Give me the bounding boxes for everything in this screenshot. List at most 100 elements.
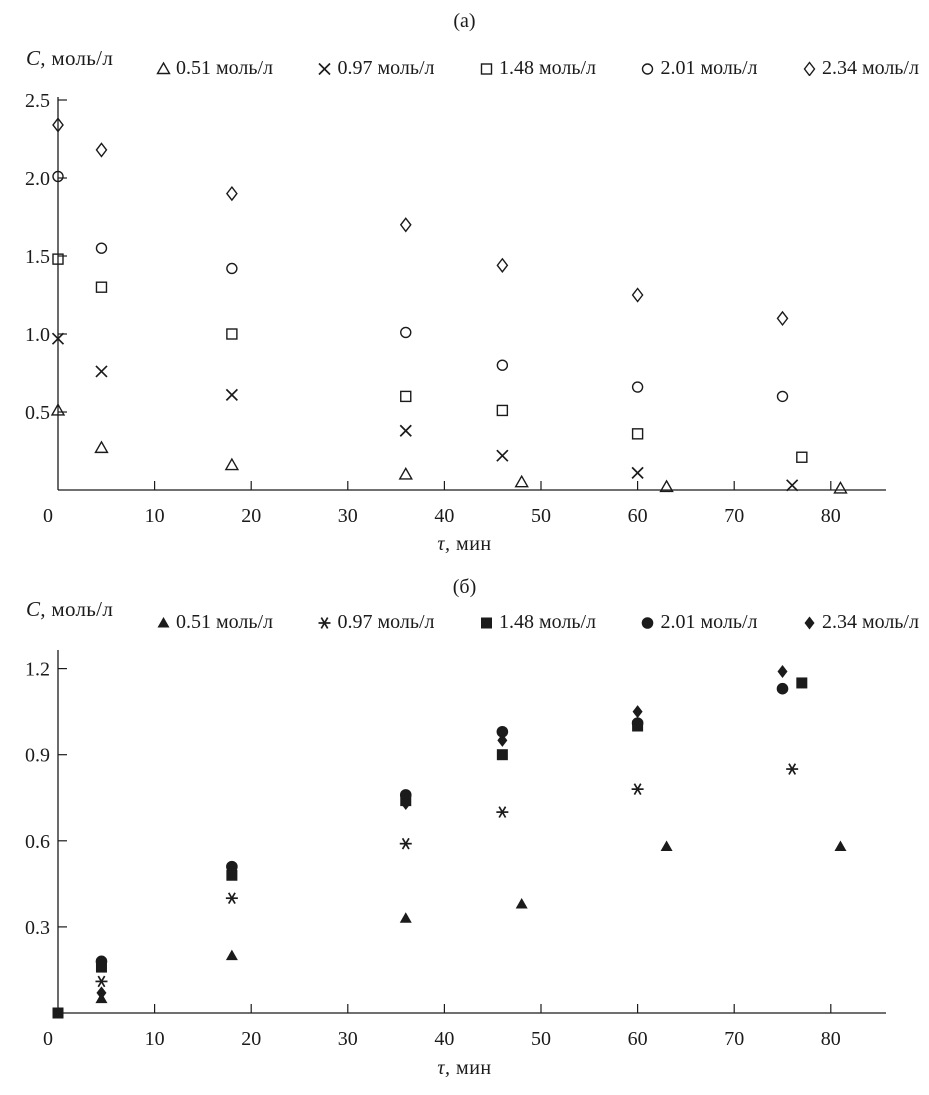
y-tick-label: 0.5 <box>25 402 50 424</box>
panel-b-title: (б) <box>452 576 477 598</box>
triangle-open-icon <box>156 61 171 75</box>
data-point-diamond-open <box>399 217 412 233</box>
legend-label: 2.01 моль/л <box>660 57 758 79</box>
data-point-circle-filled <box>399 789 412 801</box>
data-point-x <box>95 365 108 378</box>
legend-item: 1.48 моль/л <box>479 57 596 80</box>
star-stroke <box>321 617 329 629</box>
data-point-triangle-open <box>833 481 848 494</box>
data-point-square-filled <box>796 677 808 689</box>
legend-item: 0.51 моль/л <box>156 611 273 634</box>
x-icon <box>318 62 332 76</box>
data-point-triangle-filled <box>399 912 412 923</box>
legend-item: 2.01 моль/л <box>640 57 757 80</box>
data-point-square-open <box>400 390 412 403</box>
diamond-open-icon <box>803 61 816 76</box>
data-point-diamond-filled <box>777 664 788 678</box>
star-stroke <box>633 783 642 795</box>
y-tick-label: 2.0 <box>25 168 50 190</box>
legend-label: 0.51 моль/л <box>176 57 274 79</box>
x-stroke <box>95 365 108 378</box>
star-icon <box>318 617 331 629</box>
diamond-open-icon <box>803 61 816 76</box>
star-stroke <box>498 806 507 818</box>
panel-a-title: (а) <box>453 10 476 32</box>
panel-a-y-axis-title: C, моль/л <box>26 46 114 70</box>
data-point-circle-open <box>776 390 789 403</box>
legend-item: 1.48 моль/л <box>479 611 596 634</box>
x-tick-label: 60 <box>628 1028 648 1050</box>
diamond-filled-icon <box>804 616 815 630</box>
data-point-x <box>51 332 65 345</box>
data-point-x <box>399 424 412 437</box>
data-point-diamond-open <box>225 185 238 202</box>
x-tick-label: 80 <box>821 505 841 527</box>
star-stroke <box>97 975 106 988</box>
x-tick-label: 10 <box>145 505 165 527</box>
data-point-triangle-open <box>224 457 240 471</box>
triangle-open-icon <box>156 61 171 75</box>
y-tick-label: 1.2 <box>25 659 50 681</box>
star-stroke <box>788 763 797 775</box>
panel-b-y-axis-title: C, моль/л <box>26 597 114 621</box>
data-point-square-open <box>796 451 808 463</box>
data-point-square-filled <box>52 1007 64 1019</box>
data-point-diamond-filled <box>226 863 237 876</box>
x-stroke <box>496 449 509 462</box>
x-tick-label: 20 <box>241 1028 261 1050</box>
x-tick-label: 80 <box>821 1028 841 1050</box>
data-point-square-open <box>52 253 64 265</box>
panel-b-plot: 0 10 20 30 40 50 60 70 80 0.3 0.6 0.9 1.2 <box>25 650 886 1050</box>
data-point-diamond-open <box>631 287 644 303</box>
star-stroke <box>401 837 410 850</box>
data-point-triangle-filled <box>660 840 673 852</box>
x-tick-label: 30 <box>338 1028 358 1050</box>
data-point-circle-open <box>496 359 509 371</box>
x-stroke <box>399 424 412 437</box>
data-point-x <box>786 479 799 492</box>
legend-label: 0.97 моль/л <box>337 611 435 633</box>
legend-item: 0.97 моль/л <box>317 57 435 80</box>
x-tick-label: 50 <box>531 1028 551 1050</box>
star-icon <box>318 617 331 629</box>
data-point-triangle-filled <box>225 949 238 961</box>
legend-item: 0.97 моль/л <box>317 611 435 634</box>
square-open-icon <box>480 63 493 75</box>
x-stroke <box>786 479 799 492</box>
legend-label: 0.51 моль/л <box>176 611 274 633</box>
data-point-star <box>631 783 644 795</box>
data-point-diamond-filled <box>632 705 643 719</box>
data-point-triangle-filled <box>515 897 528 909</box>
data-point-triangle-filled <box>834 840 847 852</box>
circle-open-icon <box>642 63 654 75</box>
data-point-star <box>225 892 238 905</box>
x-stroke <box>51 332 65 345</box>
triangle-filled-icon <box>157 617 170 628</box>
x-stroke <box>225 388 238 401</box>
data-point-circle-open <box>95 242 108 254</box>
data-point-triangle-open <box>398 466 413 480</box>
data-point-square-open <box>226 328 238 340</box>
data-point-square-open <box>95 281 108 293</box>
data-point-star <box>399 837 412 850</box>
legend-item: 2.01 моль/л <box>640 611 757 634</box>
panel-a-plot: 0 10 20 30 40 50 60 70 80 0.5 1.0 1.5 2.0 2.5 <box>25 90 886 527</box>
x-tick-label: 20 <box>241 505 261 527</box>
legend-item: 0.51 моль/л <box>156 57 273 80</box>
x-tick-label: 40 <box>434 505 454 527</box>
square-open-icon <box>480 63 493 75</box>
legend-label: 1.48 моль/л <box>498 611 596 633</box>
data-point-circle-filled <box>95 955 108 968</box>
y-tick-label: 0.3 <box>25 917 50 939</box>
data-point-x <box>225 388 238 401</box>
data-point-circle-filled <box>496 725 509 738</box>
legend-label: 1.48 моль/л <box>498 57 596 79</box>
x-tick-label: 0 <box>43 505 53 527</box>
x-tick-label: 70 <box>724 1028 744 1050</box>
data-point-star <box>95 975 108 988</box>
data-point-x <box>496 449 509 462</box>
data-point-square-filled <box>496 749 508 761</box>
legend-label: 0.97 моль/л <box>337 57 435 79</box>
data-point-square-open <box>631 428 644 440</box>
